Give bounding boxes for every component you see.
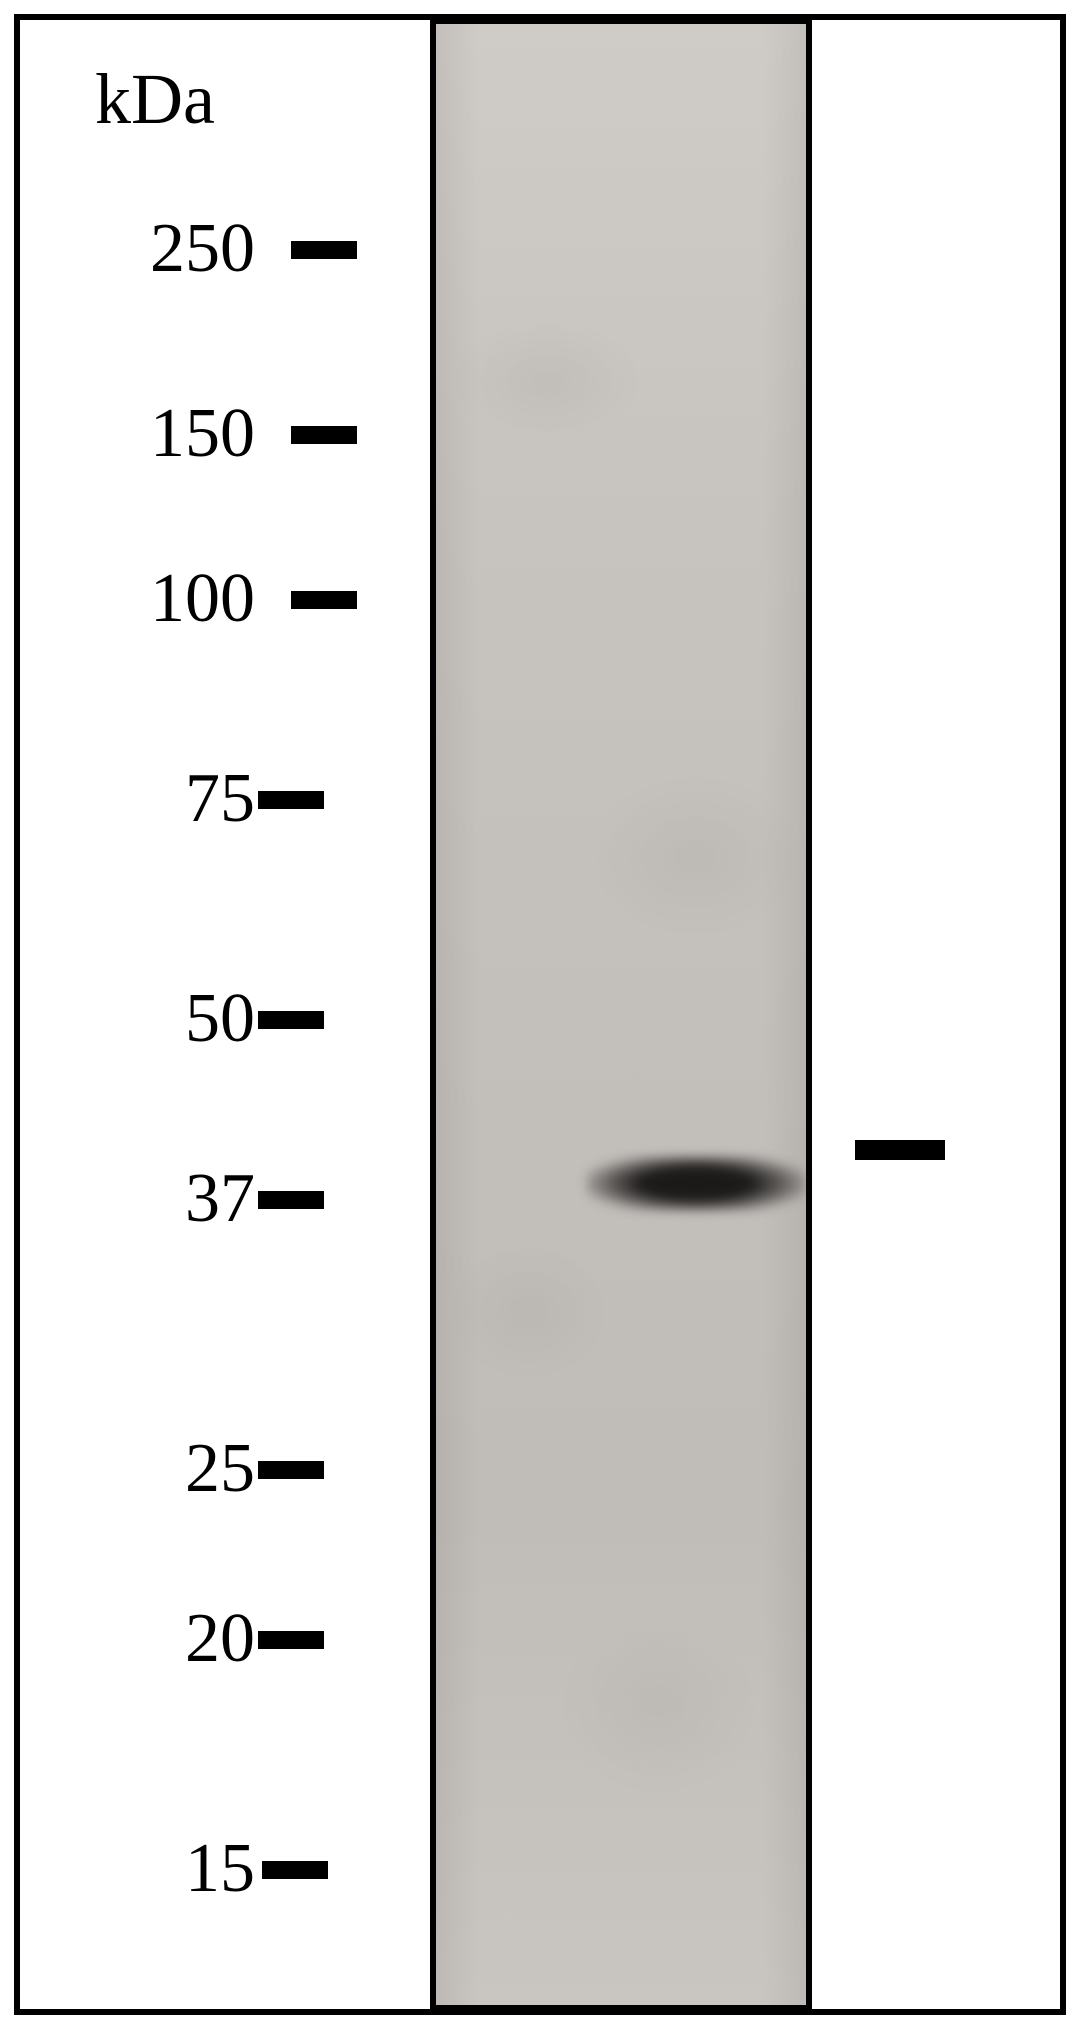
marker-tick [258,1631,324,1649]
gel-lane [430,18,812,2011]
target-indicator [855,1140,945,1160]
unit-label: kDa [95,58,215,141]
marker-tick [262,1861,328,1879]
marker-tick [258,1191,324,1209]
marker-tick [258,1011,324,1029]
marker-tick [258,1461,324,1479]
marker-tick [258,791,324,809]
marker-label: 15 [145,1829,255,1909]
marker-label: 75 [145,759,255,839]
marker-tick [291,241,357,259]
marker-label: 20 [145,1599,255,1679]
marker-label: 250 [145,209,255,289]
marker-label: 150 [145,394,255,474]
marker-tick [291,591,357,609]
detected-band [586,1156,806,1211]
marker-label: 25 [145,1429,255,1509]
marker-tick [291,426,357,444]
marker-label: 100 [145,559,255,639]
marker-label: 37 [145,1159,255,1239]
marker-label: 50 [145,979,255,1059]
